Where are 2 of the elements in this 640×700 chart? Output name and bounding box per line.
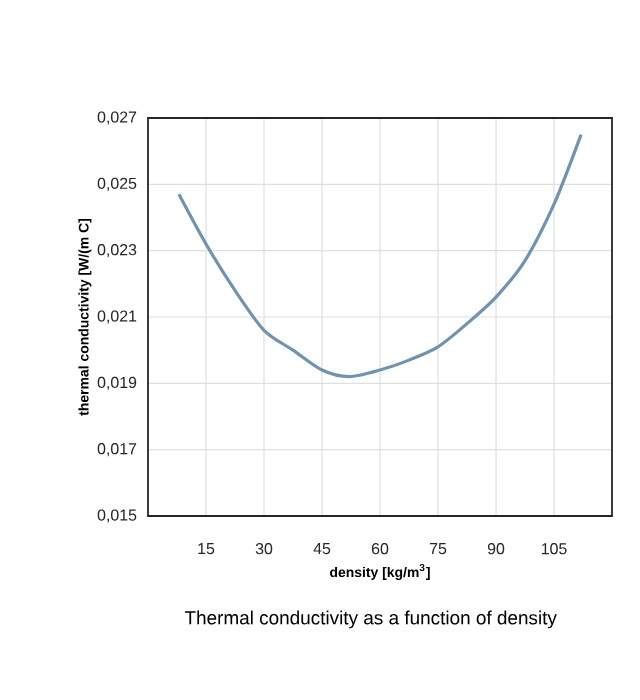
line-series	[177, 132, 583, 379]
text: Thermal conductivity as a function of density	[184, 610, 557, 629]
